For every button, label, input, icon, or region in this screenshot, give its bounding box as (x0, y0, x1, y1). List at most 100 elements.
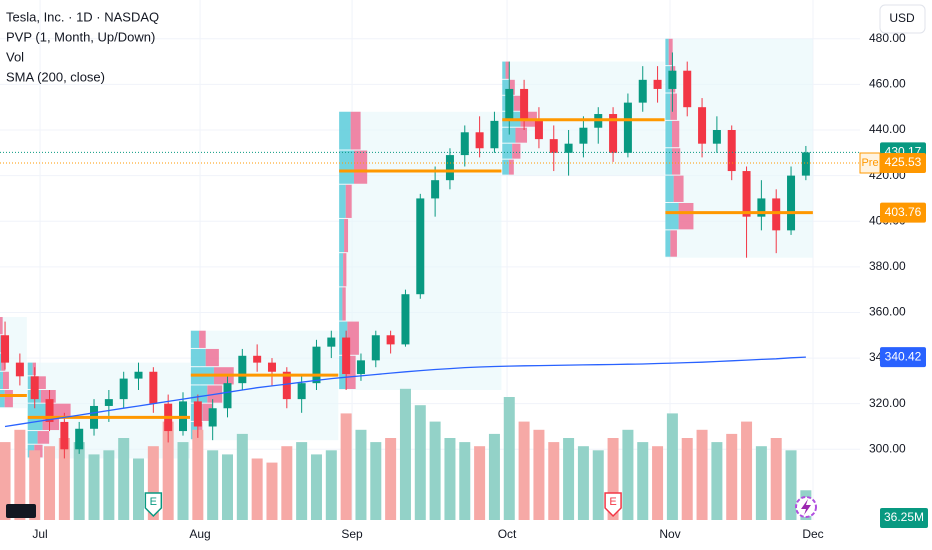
profile-down (353, 150, 368, 184)
volume-bar (29, 450, 41, 520)
profile-up (665, 93, 671, 120)
profile-down (673, 175, 684, 202)
profile-down (199, 330, 206, 348)
volume-bar (696, 429, 708, 520)
candle-body (638, 79, 647, 103)
volume-bar (310, 454, 322, 520)
profile-down (678, 202, 694, 230)
volume-bar (711, 442, 723, 520)
volume-bar (488, 433, 500, 520)
alert-icon[interactable] (795, 496, 817, 518)
volume-bar (44, 446, 56, 520)
x-tick-label: Aug (189, 527, 210, 541)
volume-bar (147, 446, 159, 520)
event-label: E (150, 496, 157, 508)
candle-body (119, 378, 128, 400)
profile-up (0, 371, 3, 389)
x-tick-label: Jul (32, 527, 47, 541)
profile-down (205, 348, 219, 367)
candle-body (45, 399, 54, 422)
price-label-bg (880, 347, 926, 368)
candle-body (401, 294, 410, 345)
y-tick-label: 300.00 (869, 441, 906, 455)
profile-down (343, 253, 347, 287)
profile-down (671, 120, 680, 148)
candle-body (609, 114, 618, 153)
candle-body (342, 337, 351, 375)
profile-up (339, 287, 343, 321)
volume-bar (281, 446, 293, 520)
volume-bar (429, 421, 441, 520)
volume-bar (577, 446, 589, 520)
volume-bar (622, 429, 634, 520)
profile-down (345, 184, 352, 218)
candle-body (460, 132, 469, 156)
volume-bar (355, 429, 367, 520)
logo-mark (6, 504, 36, 518)
profile-up (339, 150, 354, 184)
price-label-bg (880, 153, 926, 174)
volume-bar (607, 438, 619, 520)
volume-bar (192, 429, 204, 520)
volume-bar (474, 446, 486, 520)
volume-bar (118, 438, 130, 520)
volume-bar (370, 442, 382, 520)
candle-body (267, 362, 276, 372)
sma-line (4, 356, 806, 428)
candle-body (1, 335, 10, 363)
volume-bar (726, 433, 738, 520)
profile-up (339, 184, 346, 218)
profile-down (671, 148, 681, 175)
profile-down (342, 287, 346, 321)
profile-down (37, 431, 50, 444)
profile-down (515, 127, 528, 143)
alert-bolt[interactable] (801, 499, 811, 515)
currency-label[interactable]: USD (889, 11, 915, 25)
volume-bar (177, 442, 189, 520)
profile-up (665, 202, 679, 230)
candle-body (490, 120, 499, 149)
volume-bar (251, 458, 263, 520)
volume-layer (0, 388, 812, 520)
profile-up (502, 159, 509, 175)
volume-bar (88, 454, 100, 520)
volume-label-bg (880, 508, 928, 528)
profile-up (27, 362, 33, 376)
currency-button[interactable] (879, 4, 926, 34)
profile-up (339, 111, 351, 150)
candle-body (75, 428, 84, 450)
price-axis-bg (860, 0, 932, 550)
event-label: E (609, 496, 616, 508)
volume-bar (652, 446, 664, 520)
profile-down (670, 93, 677, 120)
candle-body (193, 401, 202, 427)
volume-bar (103, 450, 115, 520)
candle-body (445, 155, 454, 181)
volume-bar (785, 450, 797, 520)
volume-bar (14, 429, 26, 520)
candle-body (208, 408, 217, 427)
profile-up (339, 253, 344, 287)
volume-bar (770, 438, 782, 520)
profile-down (0, 317, 3, 335)
volume-bar (296, 442, 308, 520)
volume-bar (325, 450, 337, 520)
volume-bar (503, 397, 515, 520)
candle-body (505, 88, 514, 121)
candle-body (356, 360, 365, 375)
profile-up (27, 417, 43, 431)
candle-body (801, 152, 810, 176)
price-label: 403.76 (885, 205, 922, 219)
volume-bar (399, 388, 411, 520)
volume-bar (592, 450, 604, 520)
volume-bar (681, 438, 693, 520)
time-axis-bg (0, 520, 860, 550)
overlay-layer (0, 118, 860, 428)
candle-body (668, 70, 677, 89)
candle-body (312, 346, 321, 384)
profile-down (508, 79, 515, 95)
profile-up (502, 79, 509, 95)
candle-body (520, 88, 529, 121)
volume-bar (548, 442, 560, 520)
volume-bar (755, 446, 767, 520)
